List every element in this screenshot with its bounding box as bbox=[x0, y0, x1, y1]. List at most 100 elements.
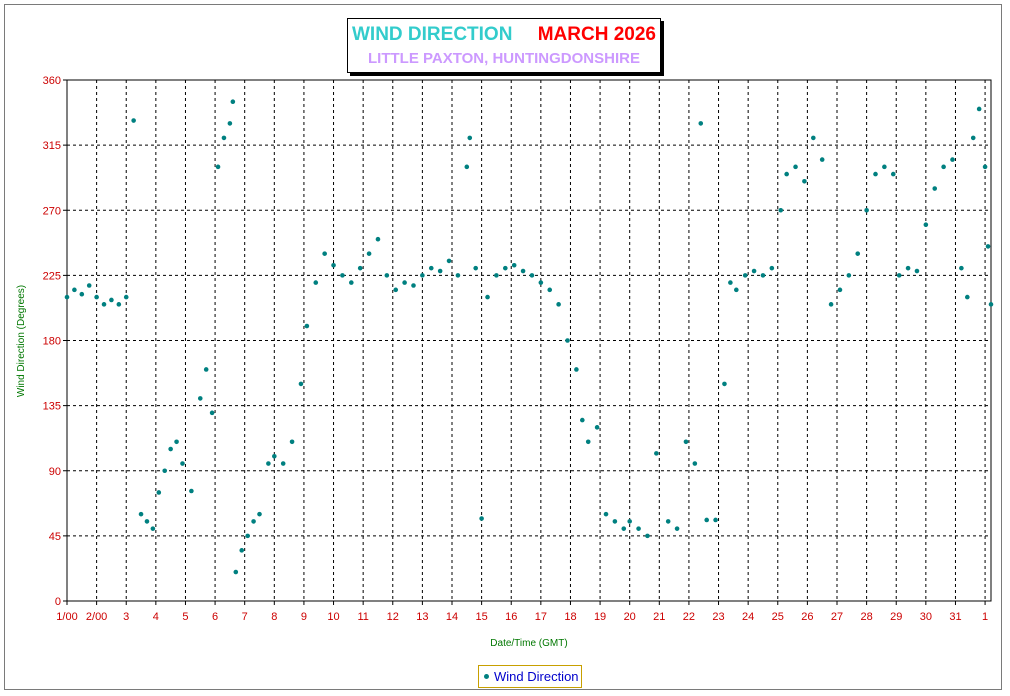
chart-title-month: MARCH 2026 bbox=[537, 24, 656, 45]
data-point bbox=[793, 164, 798, 170]
legend: Wind Direction bbox=[478, 665, 582, 688]
x-tick-label: 30 bbox=[920, 611, 932, 623]
data-point bbox=[144, 519, 150, 524]
data-point bbox=[313, 280, 319, 285]
data-point bbox=[331, 262, 336, 268]
x-tick-label: 20 bbox=[624, 611, 636, 623]
data-point bbox=[473, 265, 478, 271]
data-point bbox=[494, 273, 499, 278]
x-tick-label: 29 bbox=[890, 611, 902, 623]
data-point bbox=[322, 251, 327, 256]
data-point bbox=[674, 526, 680, 531]
data-point bbox=[349, 280, 354, 285]
chart-title: WIND DIRECTION bbox=[352, 24, 513, 45]
y-tick-label: 90 bbox=[49, 466, 61, 478]
data-point bbox=[109, 297, 114, 303]
data-point bbox=[722, 381, 727, 387]
data-point bbox=[855, 251, 861, 256]
data-point bbox=[636, 526, 641, 531]
x-tick-label: 31 bbox=[949, 611, 961, 623]
data-point bbox=[123, 294, 129, 300]
data-point bbox=[988, 302, 994, 307]
data-point bbox=[485, 294, 490, 300]
data-point bbox=[819, 157, 825, 162]
data-point bbox=[64, 294, 70, 300]
data-point bbox=[941, 164, 946, 170]
data-point bbox=[627, 519, 632, 524]
data-point bbox=[585, 439, 591, 445]
x-tick-label: 16 bbox=[505, 611, 517, 623]
data-point bbox=[538, 280, 544, 285]
x-tick-label: 5 bbox=[182, 611, 188, 623]
data-point bbox=[280, 461, 286, 466]
x-tick-label: 25 bbox=[772, 611, 784, 623]
x-tick-label: 7 bbox=[242, 611, 248, 623]
data-point bbox=[784, 171, 789, 177]
y-tick-label: 360 bbox=[43, 75, 61, 87]
data-point bbox=[304, 323, 310, 329]
x-tick-label: 19 bbox=[594, 611, 606, 623]
x-tick-label: 22 bbox=[683, 611, 695, 623]
data-point bbox=[574, 367, 579, 372]
data-point bbox=[728, 280, 733, 285]
grid-layer bbox=[66, 79, 992, 602]
data-point bbox=[209, 410, 215, 416]
data-point bbox=[802, 179, 807, 184]
data-point bbox=[239, 548, 245, 553]
y-tick-label: 45 bbox=[49, 531, 61, 543]
legend-marker-icon bbox=[484, 674, 489, 679]
data-point bbox=[257, 511, 262, 517]
x-tick-label: 12 bbox=[387, 611, 399, 623]
data-point bbox=[420, 273, 425, 278]
data-point bbox=[556, 302, 561, 307]
data-point bbox=[437, 268, 443, 274]
data-point bbox=[778, 207, 784, 213]
data-point bbox=[914, 268, 920, 274]
data-point bbox=[654, 451, 659, 456]
x-tick-label: 2/00 bbox=[86, 611, 107, 623]
data-point bbox=[233, 569, 239, 575]
x-tick-label: 11 bbox=[357, 611, 368, 623]
data-point bbox=[580, 417, 585, 423]
data-point bbox=[864, 207, 869, 213]
x-tick-label: 21 bbox=[653, 611, 665, 623]
data-point bbox=[882, 164, 887, 170]
data-point bbox=[455, 273, 461, 278]
data-point bbox=[411, 283, 416, 288]
data-point bbox=[227, 121, 233, 126]
x-tick-label: 28 bbox=[860, 611, 872, 623]
data-point bbox=[769, 265, 775, 271]
data-point bbox=[665, 519, 671, 524]
data-point bbox=[565, 338, 570, 343]
data-point bbox=[713, 517, 718, 523]
data-point bbox=[357, 265, 363, 271]
y-tick-label: 180 bbox=[43, 336, 61, 348]
data-point bbox=[896, 273, 902, 278]
data-point bbox=[245, 533, 250, 539]
y-tick-label: 315 bbox=[43, 140, 61, 152]
data-point bbox=[174, 439, 179, 445]
data-point bbox=[168, 446, 173, 452]
data-point bbox=[811, 135, 816, 141]
x-axis-title: Date/Time (GMT) bbox=[490, 638, 567, 649]
data-point bbox=[612, 519, 618, 524]
data-point bbox=[511, 262, 517, 268]
x-tick-label: 18 bbox=[564, 611, 576, 623]
data-point bbox=[923, 222, 929, 228]
x-tick-label: 3 bbox=[123, 611, 129, 623]
x-tick-label: 10 bbox=[327, 611, 339, 623]
data-point bbox=[932, 186, 938, 191]
data-point bbox=[890, 171, 896, 177]
data-point bbox=[683, 439, 689, 445]
data-point bbox=[621, 526, 627, 531]
data-point bbox=[985, 244, 991, 249]
data-point bbox=[976, 106, 982, 112]
x-tick-label: 6 bbox=[212, 611, 218, 623]
data-point bbox=[298, 381, 304, 387]
data-point bbox=[873, 171, 878, 177]
data-point bbox=[402, 280, 407, 285]
data-point bbox=[375, 236, 381, 242]
x-tick-label: 1 bbox=[982, 611, 988, 623]
data-point bbox=[197, 396, 203, 401]
data-point bbox=[101, 302, 107, 307]
